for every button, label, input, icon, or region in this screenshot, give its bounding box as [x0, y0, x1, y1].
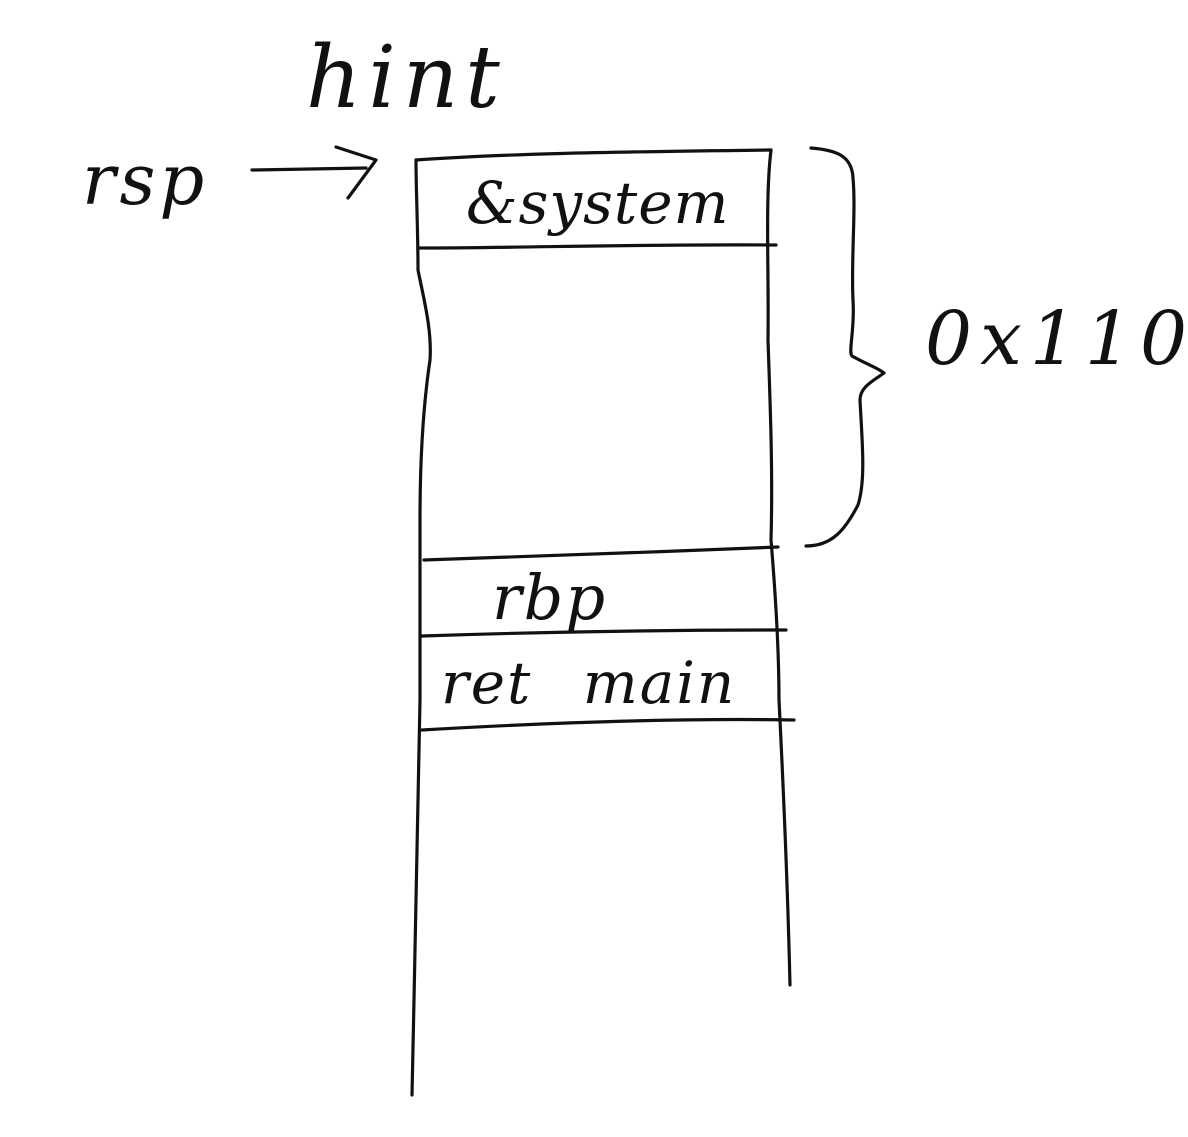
stack-divider-3 — [420, 628, 788, 638]
stack-slot-rbp: rbp — [492, 561, 608, 634]
stack-slot-system: &system — [466, 169, 730, 237]
stack-divider-4 — [420, 717, 796, 732]
diagram-title: hint — [306, 28, 507, 128]
stack-right-wall — [766, 148, 792, 987]
stack-left-wall — [410, 158, 432, 1097]
buffer-size-label: 0x110 — [925, 296, 1188, 382]
stack-divider-1 — [416, 243, 778, 250]
stack-top-edge — [414, 148, 773, 162]
stack-divider-2 — [422, 545, 780, 562]
stack-slot-ret-main: ret main — [441, 649, 737, 717]
rsp-label: rsp — [82, 139, 209, 221]
size-brace — [804, 146, 886, 548]
rsp-arrow — [250, 145, 378, 200]
